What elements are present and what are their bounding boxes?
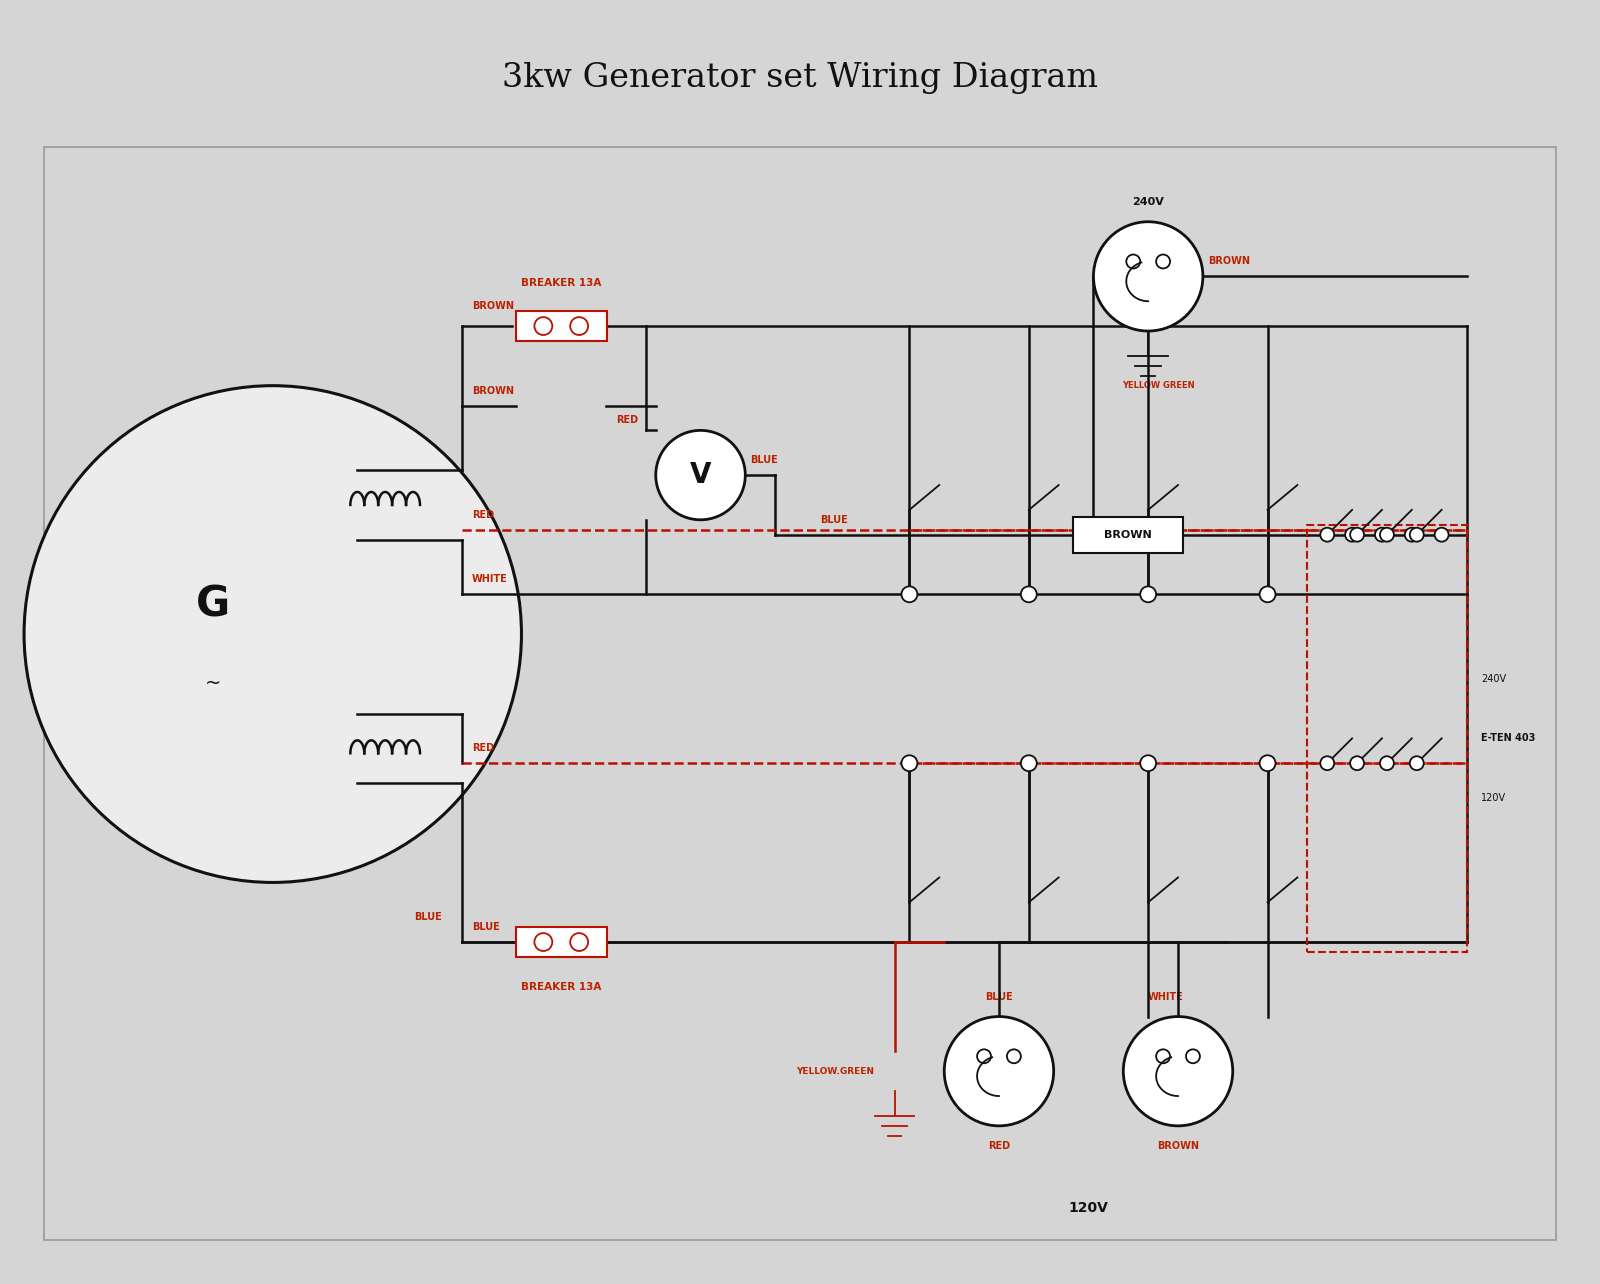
Text: RED: RED: [472, 510, 494, 520]
Circle shape: [1259, 587, 1275, 602]
Text: RED: RED: [472, 743, 494, 754]
Text: WHITE: WHITE: [472, 574, 507, 584]
Text: RED: RED: [616, 416, 638, 425]
Text: 120V: 120V: [1482, 794, 1507, 802]
Text: BROWN: BROWN: [1208, 257, 1250, 267]
Circle shape: [1021, 755, 1037, 772]
Circle shape: [656, 430, 746, 520]
Circle shape: [944, 1017, 1054, 1126]
Text: RED: RED: [987, 1140, 1010, 1150]
Text: 240V: 240V: [1133, 196, 1165, 207]
Circle shape: [1093, 222, 1203, 331]
Circle shape: [1141, 587, 1157, 602]
Circle shape: [901, 587, 917, 602]
Text: BLUE: BLUE: [819, 515, 848, 525]
FancyBboxPatch shape: [1074, 517, 1184, 552]
Text: YELLOW.GREEN: YELLOW.GREEN: [797, 1067, 875, 1076]
Text: BLUE: BLUE: [414, 912, 442, 922]
Circle shape: [1379, 756, 1394, 770]
Text: 120V: 120V: [1069, 1202, 1109, 1215]
Bar: [43, 148, 1557, 1240]
Text: BROWN: BROWN: [472, 302, 514, 311]
Text: 3kw Generator set Wiring Diagram: 3kw Generator set Wiring Diagram: [502, 62, 1098, 94]
FancyBboxPatch shape: [515, 927, 606, 958]
Circle shape: [1350, 756, 1365, 770]
Text: BLUE: BLUE: [472, 922, 499, 932]
Circle shape: [1379, 528, 1394, 542]
Circle shape: [1320, 756, 1334, 770]
Circle shape: [1259, 755, 1275, 772]
Text: E-TEN 403: E-TEN 403: [1482, 733, 1536, 743]
Text: BLUE: BLUE: [750, 455, 778, 465]
Circle shape: [1320, 528, 1334, 542]
Circle shape: [901, 755, 917, 772]
Circle shape: [1374, 528, 1389, 542]
Text: ~: ~: [205, 674, 221, 693]
Circle shape: [1346, 528, 1358, 542]
Text: BROWN: BROWN: [1157, 1140, 1198, 1150]
FancyBboxPatch shape: [515, 311, 606, 342]
Circle shape: [1123, 1017, 1232, 1126]
Circle shape: [24, 385, 522, 882]
Text: YELLOW GREEN: YELLOW GREEN: [1122, 381, 1195, 390]
Circle shape: [1350, 528, 1365, 542]
Circle shape: [1435, 528, 1448, 542]
Circle shape: [1141, 755, 1157, 772]
Text: BREAKER 13A: BREAKER 13A: [522, 982, 602, 991]
Text: 240V: 240V: [1482, 674, 1507, 684]
Text: BLUE: BLUE: [986, 991, 1013, 1002]
Bar: [1307, 525, 1467, 951]
Circle shape: [1405, 528, 1419, 542]
Text: BROWN: BROWN: [472, 385, 514, 395]
Text: V: V: [690, 461, 712, 489]
Text: G: G: [195, 583, 230, 625]
Text: WHITE: WHITE: [1149, 991, 1184, 1002]
Circle shape: [1021, 587, 1037, 602]
Circle shape: [1410, 528, 1424, 542]
Circle shape: [1410, 756, 1424, 770]
Text: BROWN: BROWN: [1104, 530, 1152, 539]
Text: BREAKER 13A: BREAKER 13A: [522, 279, 602, 289]
